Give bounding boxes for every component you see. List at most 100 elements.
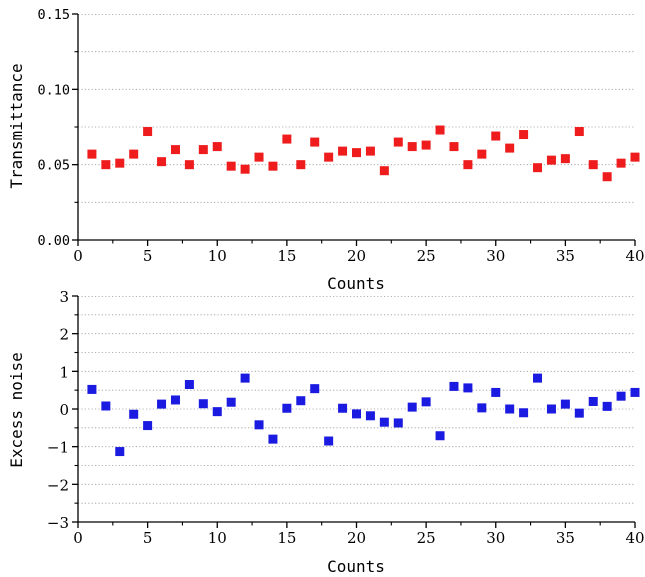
top-x-tick-label: 35	[556, 247, 575, 265]
bottom-data-point	[379, 417, 389, 427]
top-data-point	[602, 172, 612, 182]
bottom-data-point	[87, 384, 97, 394]
top-x-tick-label: 5	[143, 247, 153, 265]
bottom-y-tick-label: 2	[59, 326, 69, 344]
bottom-data-point	[546, 404, 556, 414]
top-x-tick-label: 40	[625, 247, 644, 265]
bottom-grid	[78, 296, 635, 504]
top-y-axis-title: Transmittance	[7, 63, 26, 188]
top-data-point	[296, 160, 306, 170]
bottom-data-point	[602, 401, 612, 411]
top-data-point	[226, 161, 236, 171]
bottom-data-point	[101, 401, 111, 411]
top-data-point	[588, 160, 598, 170]
top-data-point	[282, 134, 292, 144]
top-data-point	[310, 137, 320, 147]
top-y-tick-label: 0.10	[37, 82, 70, 98]
top-data-point	[268, 161, 278, 171]
bottom-x-axis-title: Counts	[327, 557, 385, 576]
bottom-data-point	[365, 411, 375, 421]
bottom-data-point	[184, 380, 194, 390]
top-data-point	[574, 127, 584, 137]
bottom-data-point	[393, 418, 403, 428]
top-data-point	[157, 157, 167, 167]
bottom-data-point	[129, 409, 139, 419]
bottom-data-point	[533, 373, 543, 383]
top-axes	[72, 13, 636, 246]
bottom-data-point	[226, 397, 236, 407]
top-points	[87, 125, 640, 182]
top-y-tick-label: 0.05	[37, 158, 70, 174]
top-data-point	[407, 142, 417, 152]
top-data-point	[560, 154, 570, 164]
bottom-data-point	[143, 421, 153, 431]
bottom-y-axis-title: Excess noise	[7, 352, 26, 468]
bottom-x-tick-label: 25	[417, 529, 436, 547]
bottom-data-point	[212, 407, 222, 417]
top-data-point	[463, 160, 473, 170]
bottom-data-point	[115, 447, 125, 457]
bottom-data-point	[588, 396, 598, 406]
top-data-point	[435, 125, 445, 135]
bottom-y-tick-label: 3	[59, 288, 69, 306]
top-x-tick-label: 20	[347, 247, 366, 265]
bottom-data-point	[296, 396, 306, 406]
top-panel: 0.00 0.05 0.10 0.15 0 5 10 15 20 25 30 35 40 Transmi…	[7, 7, 645, 293]
bottom-data-point	[616, 391, 626, 401]
bottom-x-tick-label: 0	[73, 529, 83, 547]
bottom-y-tick-label: −3	[47, 514, 69, 532]
top-data-point	[184, 160, 194, 170]
bottom-data-point	[491, 387, 501, 397]
top-x-axis-title: Counts	[327, 274, 385, 293]
bottom-data-point	[157, 399, 167, 409]
bottom-data-point	[352, 409, 361, 419]
bottom-data-point	[449, 381, 459, 391]
bottom-data-point	[630, 387, 640, 397]
bottom-data-point	[268, 434, 278, 444]
top-data-point	[616, 158, 626, 168]
bottom-y-tick-label: 0	[59, 401, 69, 419]
bottom-data-point	[254, 420, 264, 430]
top-data-point	[338, 146, 348, 156]
bottom-points	[87, 373, 640, 457]
top-data-point	[491, 131, 501, 141]
top-data-point	[324, 152, 334, 162]
bottom-data-point	[560, 399, 570, 409]
bottom-x-tick-label: 30	[486, 529, 505, 547]
top-data-point	[546, 155, 556, 165]
bottom-data-point	[574, 408, 584, 418]
top-x-tick-label: 30	[486, 247, 505, 265]
top-data-point	[212, 142, 222, 152]
bottom-data-point	[463, 383, 473, 393]
bottom-data-point	[324, 436, 334, 446]
bottom-y-tick-label: −2	[47, 476, 69, 494]
top-data-point	[379, 166, 389, 176]
top-y-tick-label: 0.15	[37, 7, 70, 23]
top-x-tick-label: 25	[417, 247, 436, 265]
top-data-point	[477, 149, 487, 159]
top-data-point	[240, 164, 250, 174]
top-grid	[78, 14, 635, 203]
bottom-data-point	[282, 403, 292, 413]
bottom-x-tick-label: 15	[277, 529, 296, 547]
top-data-point	[143, 127, 153, 137]
top-x-tick-label: 15	[277, 247, 296, 265]
top-data-point	[170, 145, 180, 155]
top-data-point	[519, 130, 529, 140]
bottom-data-point	[421, 397, 431, 407]
top-tick-labels: 0.00 0.05 0.10 0.15 0 5 10 15 20 25 30 35 40	[37, 7, 644, 265]
top-data-point	[129, 149, 139, 159]
top-data-point	[505, 143, 515, 153]
bottom-x-tick-label: 10	[208, 529, 227, 547]
bottom-data-point	[505, 404, 515, 414]
top-data-point	[87, 149, 97, 159]
top-data-point	[533, 163, 543, 173]
bottom-data-point	[198, 399, 208, 409]
bottom-data-point	[477, 403, 487, 413]
top-data-point	[421, 140, 431, 150]
top-data-point	[365, 146, 375, 156]
bottom-y-tick-label: −1	[47, 439, 69, 457]
top-x-tick-label: 0	[73, 247, 83, 265]
